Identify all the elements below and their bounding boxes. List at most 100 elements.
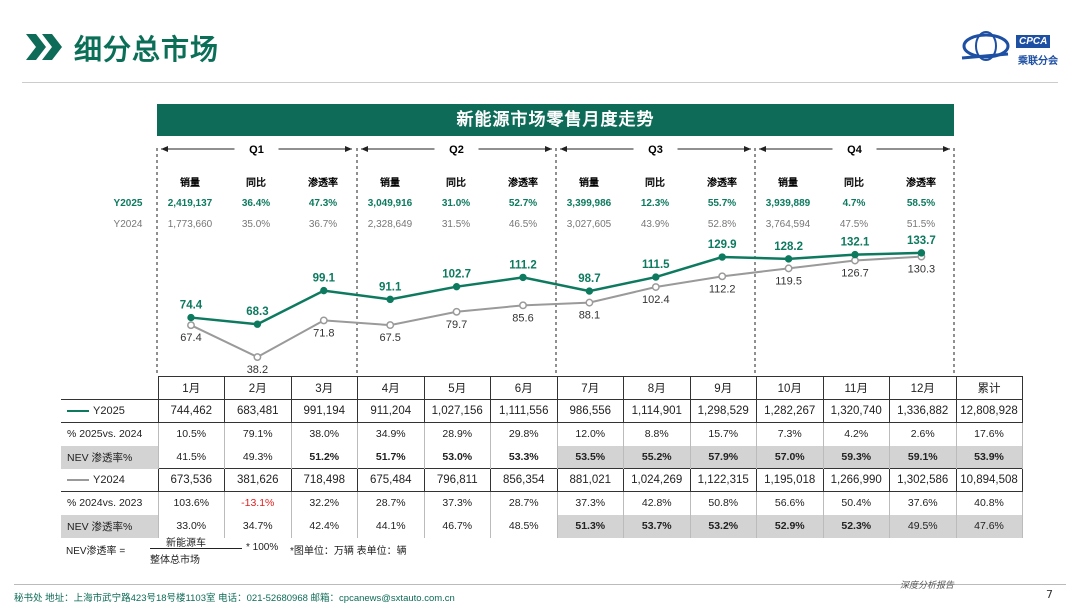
legend-line-y2025	[67, 410, 89, 413]
quarter-2025-value: 12.3%	[641, 198, 669, 209]
table-cell: 52.3%	[822, 514, 890, 538]
quarter-2025-value: 3,939,889	[766, 198, 811, 209]
quarter-2024-value: 35.0%	[242, 219, 270, 230]
table-row: Y2025 744,462 683,481 991,194 911,204 1,027,1…	[61, 399, 1023, 423]
table-cell: 381,626	[224, 468, 292, 492]
row-label-y2025: Y2025	[114, 198, 143, 209]
table-cell: 41.5%	[157, 445, 225, 469]
data-label-y2025: 98.7	[578, 273, 600, 285]
table-header-cell: 12月	[889, 376, 957, 400]
quarter-2024-value: 1,773,660	[168, 219, 213, 230]
table-cell: 40.8%	[955, 491, 1023, 515]
table-cell: 1,027,156	[423, 399, 491, 423]
table-header-cell: 4月	[357, 376, 425, 400]
table-row: Y2024 673,536 381,626 718,498 675,484 796,811…	[61, 468, 1023, 492]
table-row-label: % 2025vs. 2024	[67, 428, 143, 441]
table-header-cell: 2月	[224, 376, 292, 400]
quarter-metric-label: 同比	[446, 176, 466, 189]
arrow-left-icon	[161, 146, 168, 152]
formula-times: * 100%	[246, 542, 279, 553]
table-header-cell: 7月	[556, 376, 624, 400]
legend-line-y2024	[67, 478, 89, 481]
table-cell: 15.7%	[689, 422, 757, 446]
table-header-cell: 8月	[623, 376, 691, 400]
row-label-y2024: Y2024	[114, 219, 143, 230]
table-row: % 2025vs. 2024 10.5% 79.1% 38.0% 34.9% 28.9% 2…	[61, 422, 1023, 446]
table-cell: 55.2%	[623, 445, 691, 469]
data-label-y2025: 132.1	[841, 237, 870, 249]
quarter-2024-value: 52.8%	[708, 219, 736, 230]
quarter-label: Q3	[648, 144, 663, 156]
table-cell: 51.7%	[357, 445, 425, 469]
chart-banner: 新能源市场零售月度走势	[157, 104, 954, 136]
table-cell: 50.8%	[689, 491, 757, 515]
quarter-metric-label: 渗透率	[707, 176, 737, 189]
footer: 深度分析报告 秘书处 地址：上海市武宁路423号18号楼1103室 电话：021…	[0, 578, 1080, 608]
formula-numerator: 新能源车	[166, 538, 206, 549]
table-cell: 17.6%	[955, 422, 1023, 446]
table-cell: 53.9%	[955, 445, 1023, 469]
table-cell: 683,481	[224, 399, 292, 423]
table-cell: 51.3%	[556, 514, 624, 538]
quarter-2025-value: 3,049,916	[368, 198, 413, 209]
table-cell: 1,111,556	[490, 399, 558, 423]
logo-subtitle: 乘联分会	[1018, 56, 1058, 67]
data-label-y2024: 126.7	[841, 268, 869, 280]
quarter-metric-label: 销量	[579, 176, 599, 189]
data-label-y2024: 79.7	[446, 319, 467, 331]
table-cell: 57.9%	[689, 445, 757, 469]
legend-label: Y2024	[93, 473, 125, 486]
data-label-y2025: 74.4	[180, 300, 203, 312]
table-cell: 32.2%	[290, 491, 358, 515]
quarter-metric-label: 销量	[380, 176, 400, 189]
table-cell: 33.0%	[157, 514, 225, 538]
quarter-2025-value: 47.3%	[309, 198, 337, 209]
quarter-2024-value: 31.5%	[442, 219, 470, 230]
table-cell: 8.8%	[623, 422, 691, 446]
table-cell: 50.4%	[822, 491, 890, 515]
table-header-cell: 3月	[290, 376, 358, 400]
data-label-y2024: 102.4	[642, 294, 670, 306]
quarter-2025-value: 36.4%	[242, 198, 270, 209]
table-row: NEV 渗透率% 33.0% 34.7% 42.4% 44.1% 46.7% 48.5% 51…	[61, 514, 1023, 538]
quarter-label: Q2	[449, 144, 464, 156]
table-cell: 42.8%	[623, 491, 691, 515]
table-cell: 1,302,586	[889, 468, 957, 492]
logo-text: CPCA	[1016, 35, 1051, 48]
table-cell: 57.0%	[756, 445, 824, 469]
table-cell: 1,336,882	[889, 399, 957, 423]
point-y2025	[851, 250, 859, 259]
table-cell: 1,114,901	[623, 399, 691, 423]
table-cell: 53.7%	[623, 514, 691, 538]
table-cell: 856,354	[490, 468, 558, 492]
table-row-label: Y2025	[61, 399, 158, 423]
table-cell: 48.5%	[490, 514, 558, 538]
table-header-cell: 5月	[423, 376, 491, 400]
fraction-bar	[150, 548, 242, 549]
header-divider	[22, 82, 1058, 83]
table-row-label: NEV 渗透率%	[61, 514, 158, 538]
table-cell: 7.3%	[756, 422, 824, 446]
data-label-y2024: 130.3	[908, 264, 936, 276]
point-y2025	[784, 255, 793, 263]
table-cell: 675,484	[357, 468, 425, 492]
table-cell: 56.6%	[756, 491, 824, 515]
arrow-left-icon	[361, 146, 368, 152]
table-cell: 59.1%	[889, 445, 957, 469]
table-cell: 1,266,990	[822, 468, 890, 492]
data-label-y2025: 111.5	[642, 259, 670, 271]
data-label-y2025: 133.7	[907, 235, 936, 247]
data-label-y2024: 119.5	[775, 275, 802, 287]
arrow-left-icon	[560, 146, 567, 152]
point-y2024	[718, 272, 727, 281]
table-header-cell: 11月	[822, 376, 890, 400]
table-cell: 796,811	[423, 468, 491, 492]
quarter-2024-value: 3,764,594	[766, 219, 811, 230]
double-chevron-icon	[26, 34, 62, 60]
point-y2025	[187, 313, 195, 322]
point-y2025	[652, 273, 660, 281]
table-cell: 1,195,018	[756, 468, 824, 492]
data-label-y2024: 85.6	[512, 312, 533, 324]
table-row-label: NEV 渗透率%	[61, 445, 158, 469]
table-cell: 28.7%	[490, 491, 558, 515]
